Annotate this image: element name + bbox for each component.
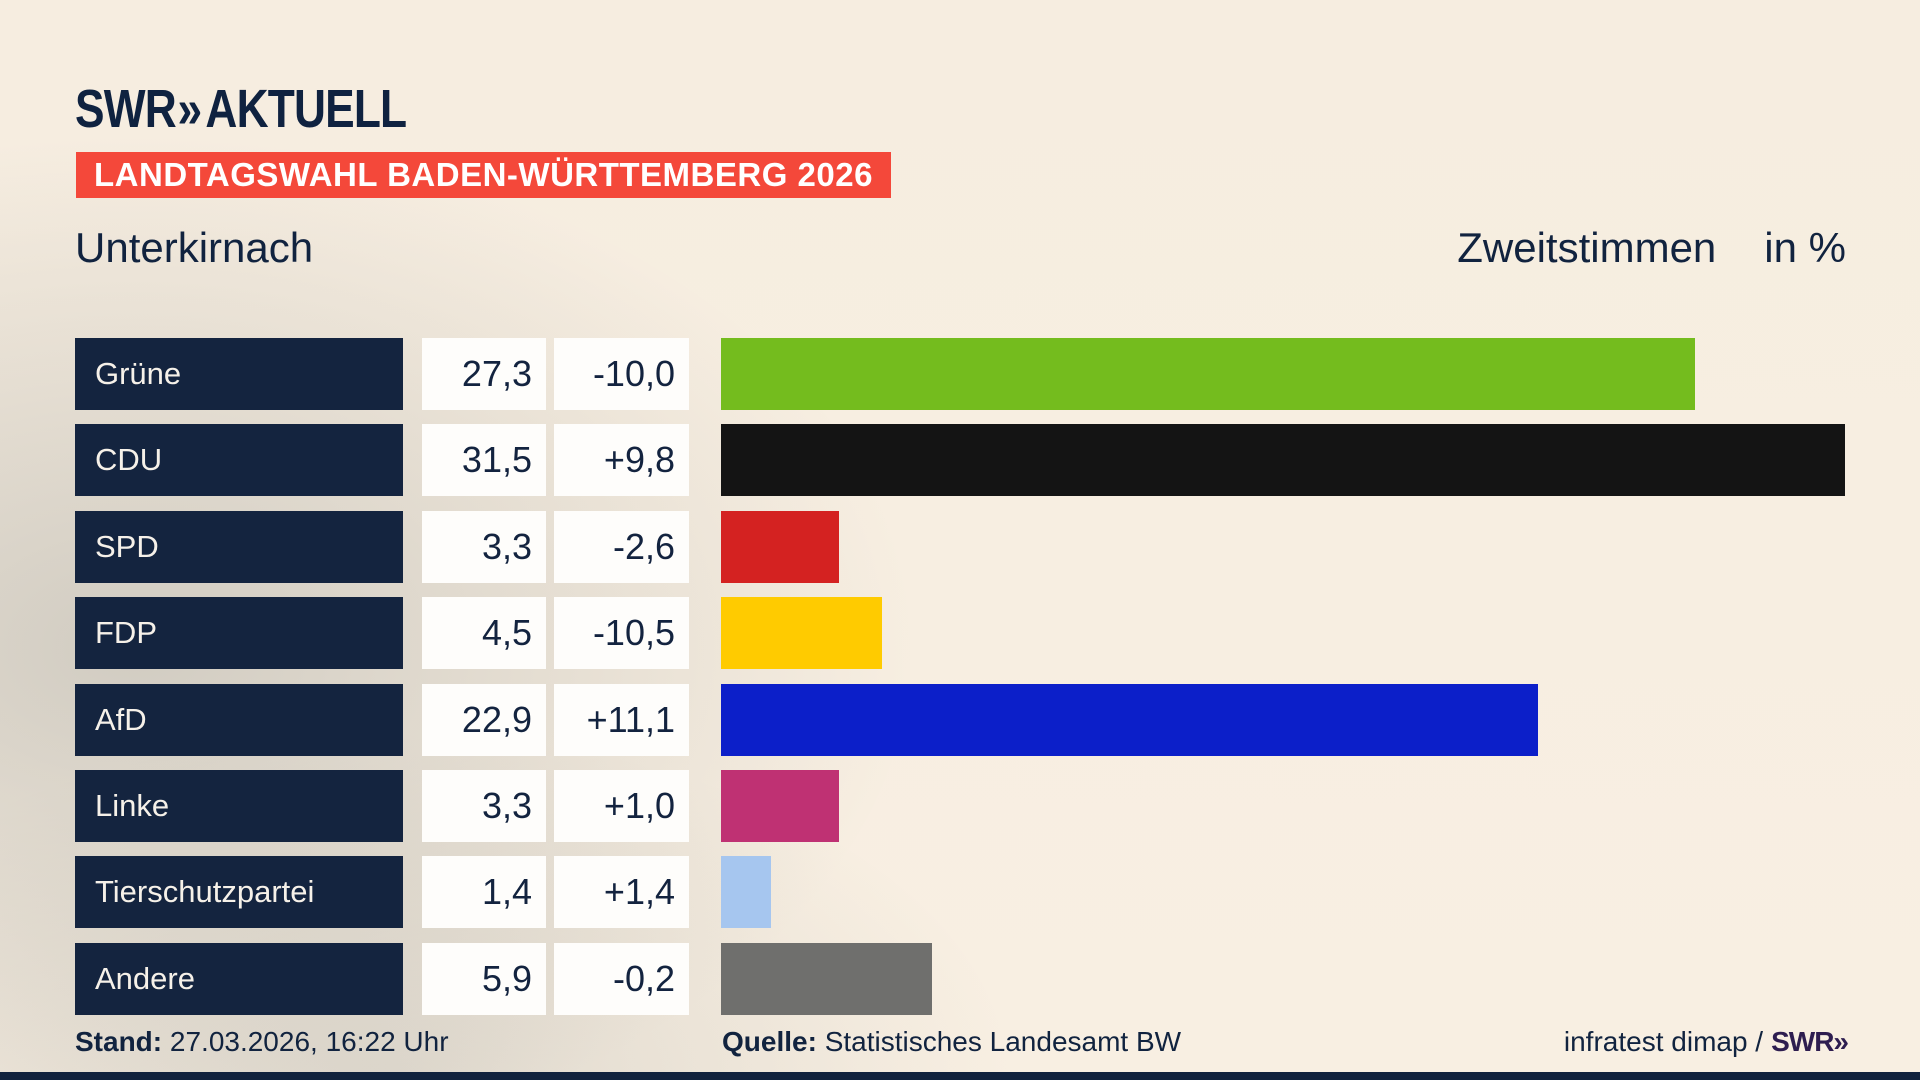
title-row: Unterkirnach Zweitstimmen in % <box>75 224 1846 272</box>
party-value: 22,9 <box>461 698 532 740</box>
party-diff: +1,0 <box>603 784 675 826</box>
footer: Stand: 27.03.2026, 16:22 Uhr Quelle: Sta… <box>75 1026 1849 1066</box>
party-value: 5,9 <box>481 957 532 999</box>
table-row: SPD 3,3 -2,6 <box>75 510 1920 583</box>
credit-note: infratest dimap / SWR» <box>1563 1026 1849 1058</box>
party-bar <box>721 856 771 929</box>
party-diff: -10,0 <box>592 353 675 394</box>
source-note: Quelle: Statistisches Landesamt BW <box>722 1026 1181 1058</box>
table-row: Grüne 27,3 -10,0 <box>75 338 1920 410</box>
party-value: 31,5 <box>461 439 532 481</box>
party-diff-box: -2,6 <box>554 510 689 583</box>
party-bar <box>721 942 932 1015</box>
party-value-box: 4,5 <box>422 597 546 670</box>
party-bar <box>721 424 1845 497</box>
bottom-strip <box>0 1072 1920 1080</box>
party-label: AfD <box>95 701 147 737</box>
bar-area <box>721 942 1845 1015</box>
party-bar <box>721 683 1539 756</box>
double-chevron-icon: » <box>177 79 202 139</box>
table-row: Tierschutzpartei 1,4 +1,4 <box>75 856 1920 929</box>
party-label-box: Linke <box>75 769 403 842</box>
party-value: 1,4 <box>481 871 532 913</box>
party-value: 3,3 <box>481 525 532 567</box>
party-value-box: 27,3 <box>422 338 546 410</box>
party-diff: -10,5 <box>592 612 675 654</box>
party-label: Linke <box>95 787 170 823</box>
party-diff-box: +9,8 <box>554 424 689 497</box>
stand-note: Stand: 27.03.2026, 16:22 Uhr <box>75 1026 449 1058</box>
credit-text: infratest dimap / <box>1563 1026 1764 1057</box>
bar-area <box>721 856 1845 929</box>
party-diff-box: -0,2 <box>554 942 689 1015</box>
party-value-box: 22,9 <box>422 683 546 756</box>
party-label: Grüne <box>95 356 182 391</box>
party-bar <box>721 510 839 583</box>
election-banner: LANDTAGSWAHL BADEN-WÜRTTEMBERG 2026 <box>76 152 891 198</box>
party-value-box: 5,9 <box>422 942 546 1015</box>
chart-rows: Grüne 27,3 -10,0 CDU 31,5 +9,8 SPD 3,3 <box>75 338 1920 1015</box>
swr-aktuell-logo: SWR» AKTUELL <box>75 78 407 140</box>
party-diff: -2,6 <box>612 525 675 567</box>
party-label-box: Andere <box>75 942 403 1015</box>
source-value: Statistisches Landesamt BW <box>824 1026 1182 1057</box>
results-chart: Grüne 27,3 -10,0 CDU 31,5 +9,8 SPD 3,3 <box>75 338 1920 1029</box>
party-label: SPD <box>95 528 159 564</box>
municipality-title: Unterkirnach <box>75 224 314 271</box>
vote-type-subtitle: Zweitstimmen in % <box>1457 224 1846 272</box>
table-row: CDU 31,5 +9,8 <box>75 424 1920 497</box>
stand-value: 27.03.2026, 16:22 Uhr <box>169 1026 449 1057</box>
logo-swr-text: SWR <box>75 79 177 139</box>
party-value: 4,5 <box>481 612 532 654</box>
party-value: 3,3 <box>481 784 532 826</box>
party-value-box: 3,3 <box>422 510 546 583</box>
party-label: Andere <box>95 960 195 996</box>
party-diff: -0,2 <box>612 957 675 999</box>
party-label: CDU <box>95 442 163 478</box>
party-diff: +11,1 <box>586 698 675 740</box>
party-bar <box>721 597 882 670</box>
party-label-box: Grüne <box>75 338 403 410</box>
party-diff-box: +1,0 <box>554 769 689 842</box>
party-bar <box>721 769 839 842</box>
party-label-box: Tierschutzpartei <box>75 856 403 929</box>
party-label-box: AfD <box>75 683 403 756</box>
bar-area <box>721 597 1845 670</box>
party-value-box: 31,5 <box>422 424 546 497</box>
election-banner-label: LANDTAGSWAHL BADEN-WÜRTTEMBERG 2026 <box>94 156 873 193</box>
table-row: Andere 5,9 -0,2 <box>75 942 1920 1015</box>
party-diff-box: +1,4 <box>554 856 689 929</box>
party-diff-box: +11,1 <box>554 683 689 756</box>
party-diff: +9,8 <box>603 439 675 481</box>
party-diff-box: -10,0 <box>554 338 689 410</box>
vote-type-label: Zweitstimmen <box>1457 224 1717 271</box>
bar-area <box>721 424 1845 497</box>
party-bar <box>721 338 1696 410</box>
party-label-box: CDU <box>75 424 403 497</box>
unit-label: in % <box>1764 224 1846 271</box>
bar-area <box>721 683 1845 756</box>
logo-aktuell-text: AKTUELL <box>205 79 407 139</box>
table-row: Linke 3,3 +1,0 <box>75 769 1920 842</box>
party-value-box: 1,4 <box>422 856 546 929</box>
swr-logo-mark: SWR» <box>1771 1026 1849 1057</box>
party-label-box: FDP <box>75 597 403 670</box>
source-label: Quelle: <box>722 1026 817 1057</box>
party-label: FDP <box>95 615 157 651</box>
party-label: Tierschutzpartei <box>95 874 315 910</box>
stand-label: Stand: <box>75 1026 163 1057</box>
bar-area <box>721 769 1845 842</box>
table-row: FDP 4,5 -10,5 <box>75 597 1920 670</box>
party-diff-box: -10,5 <box>554 597 689 670</box>
party-label-box: SPD <box>75 510 403 583</box>
bar-area <box>721 338 1845 410</box>
table-row: AfD 22,9 +11,1 <box>75 683 1920 756</box>
party-value: 27,3 <box>461 353 532 394</box>
party-value-box: 3,3 <box>422 769 546 842</box>
party-diff: +1,4 <box>603 871 675 913</box>
bar-area <box>721 510 1845 583</box>
